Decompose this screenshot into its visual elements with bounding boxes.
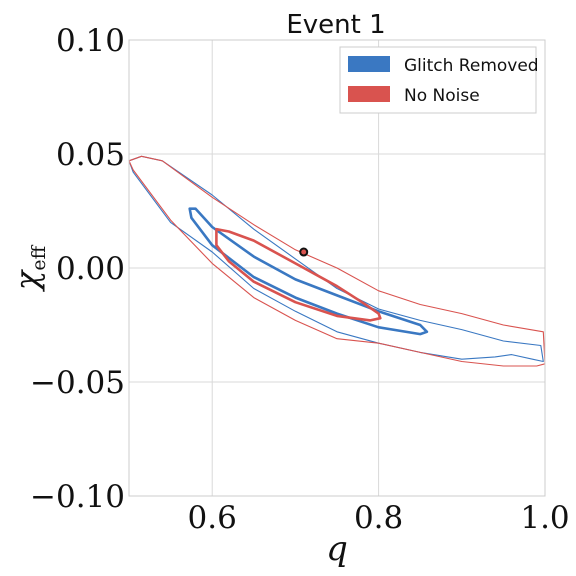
- tick-layer: 0.6 0.8 1.0 0.10 0.05 0.00 −0.05 −0.10: [30, 23, 570, 536]
- x-tick-label: 0.8: [354, 500, 403, 536]
- no-noise-contour-inner: [215, 227, 382, 322]
- y-axis-label-subscript: eff: [28, 244, 50, 270]
- y-tick-label: −0.05: [30, 365, 125, 401]
- y-tick-label: −0.10: [30, 479, 125, 515]
- no-noise-contour-outer: [128, 155, 546, 367]
- x-axis-label: q: [326, 529, 348, 569]
- y-tick-label: 0.10: [56, 23, 125, 59]
- chart-title: Event 1: [286, 10, 385, 40]
- legend: Glitch Removed No Noise: [339, 46, 539, 114]
- y-tick-label: 0.00: [56, 251, 125, 287]
- y-axis-label-group: χeff: [8, 244, 50, 292]
- injection-marker: [299, 247, 309, 257]
- x-tick-label: 1.0: [520, 500, 569, 536]
- contour-layer: [128, 155, 546, 367]
- legend-swatch-no-noise: [348, 86, 390, 102]
- y-axis-label: χ: [8, 269, 46, 292]
- plot-frame: [128, 39, 546, 497]
- legend-label-no-noise: No Noise: [404, 86, 480, 106]
- x-tick-label: 0.6: [188, 500, 237, 536]
- glitch-removed-contour-outer: [128, 155, 544, 363]
- svg-text:χeff: χeff: [8, 244, 50, 292]
- y-tick-label: 0.05: [56, 137, 125, 173]
- marker-layer: [299, 247, 309, 257]
- glitch-removed-contour-inner: [188, 207, 429, 336]
- legend-swatch-glitch-removed: [348, 56, 390, 72]
- legend-label-glitch-removed: Glitch Removed: [404, 56, 539, 76]
